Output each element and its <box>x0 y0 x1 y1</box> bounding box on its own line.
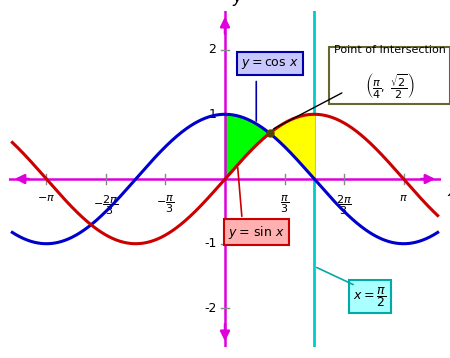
Text: $\dfrac{2\pi}{3}$: $\dfrac{2\pi}{3}$ <box>336 193 352 217</box>
Text: $\dfrac{\pi}{3}$: $\dfrac{\pi}{3}$ <box>280 193 289 215</box>
Text: -2: -2 <box>204 302 216 315</box>
Text: -1: -1 <box>204 237 216 250</box>
Text: $x$: $x$ <box>447 182 450 200</box>
Text: $y =\,  \sin\, x$: $y =\, \sin\, x$ <box>228 223 284 241</box>
Text: $y$: $y$ <box>232 0 244 8</box>
Text: 2: 2 <box>209 43 216 56</box>
Text: $-\dfrac{\pi}{3}$: $-\dfrac{\pi}{3}$ <box>156 193 175 215</box>
Text: $-\dfrac{2\pi}{3}$: $-\dfrac{2\pi}{3}$ <box>93 193 118 217</box>
Text: $x = \dfrac{\pi}{2}$: $x = \dfrac{\pi}{2}$ <box>353 285 387 309</box>
Text: $-\pi$: $-\pi$ <box>37 193 55 203</box>
Text: Point of Intersection
$\left(\dfrac{\pi}{4},\ \dfrac{\sqrt{2}}{2}\right)$: Point of Intersection $\left(\dfrac{\pi}… <box>334 44 446 100</box>
Text: $\pi$: $\pi$ <box>399 193 408 203</box>
Text: 1: 1 <box>209 108 216 121</box>
Text: $y = \cos\, x$: $y = \cos\, x$ <box>241 57 298 71</box>
